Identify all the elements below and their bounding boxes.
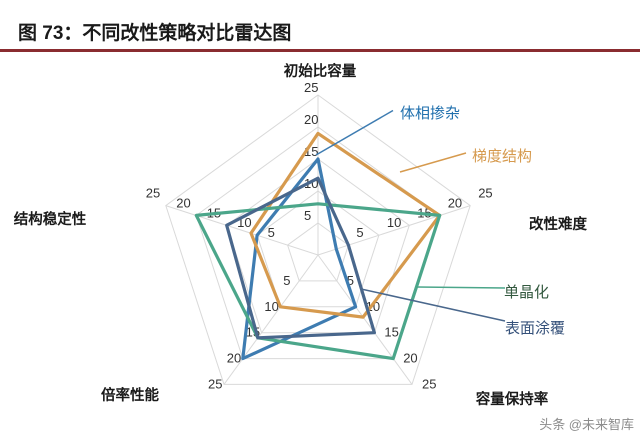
svg-text:结构稳定性: 结构稳定性: [14, 210, 87, 228]
svg-text:5: 5: [268, 225, 275, 240]
svg-text:25: 25: [146, 186, 160, 201]
svg-text:20: 20: [448, 195, 462, 210]
svg-text:20: 20: [403, 351, 417, 366]
svg-text:容量保持率: 容量保持率: [475, 390, 549, 408]
svg-text:体相掺杂: 体相掺杂: [400, 105, 460, 122]
svg-text:5: 5: [356, 225, 363, 240]
svg-text:5: 5: [304, 208, 311, 223]
svg-text:15: 15: [384, 325, 398, 340]
svg-text:25: 25: [422, 376, 436, 391]
svg-text:倍率性能: 倍率性能: [101, 386, 159, 404]
svg-text:10: 10: [387, 215, 401, 230]
svg-text:20: 20: [227, 351, 241, 366]
svg-text:20: 20: [176, 195, 190, 210]
svg-text:25: 25: [304, 80, 318, 95]
svg-text:初始比容量: 初始比容量: [284, 62, 357, 80]
svg-text:梯度结构: 梯度结构: [472, 148, 532, 165]
svg-text:表面涂覆: 表面涂覆: [505, 320, 565, 337]
svg-text:单晶化: 单晶化: [504, 284, 549, 301]
svg-text:25: 25: [208, 376, 222, 391]
svg-text:5: 5: [283, 273, 290, 288]
svg-text:头条 @未来智库: 头条 @未来智库: [539, 417, 634, 432]
svg-text:改性难度: 改性难度: [529, 215, 587, 233]
svg-text:25: 25: [478, 186, 492, 201]
svg-text:20: 20: [304, 112, 318, 127]
